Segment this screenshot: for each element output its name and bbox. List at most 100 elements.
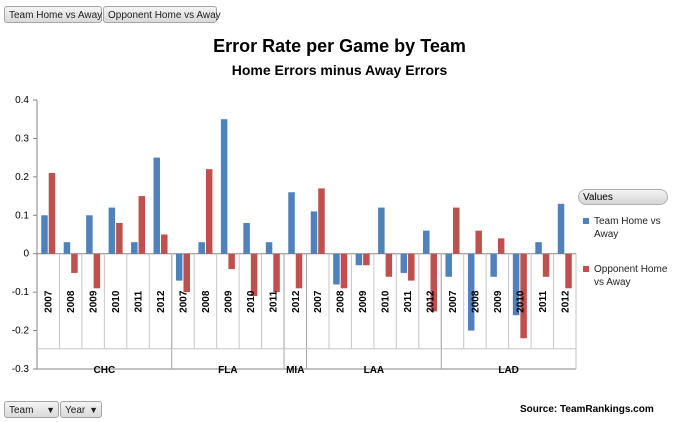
year-field-button[interactable]: Year ▼ (60, 401, 102, 418)
bar-team-home (153, 157, 161, 254)
x-year-label: 2007 (448, 290, 459, 313)
bar-opponent-home (565, 253, 572, 289)
bar-opponent-home (430, 253, 438, 312)
x-year-label: 2008 (201, 290, 212, 313)
bar-opponent-home (250, 253, 258, 296)
bar-team-home (63, 242, 71, 254)
x-year-label: 2008 (470, 290, 481, 313)
bar-opponent-home (497, 238, 505, 254)
bar-team-home (310, 211, 318, 254)
x-group-label: MIA (286, 365, 304, 376)
bar-opponent-home (228, 253, 235, 270)
bar-opponent-home (295, 253, 303, 289)
x-year-label: 2010 (246, 290, 257, 313)
bar-team-home (490, 253, 497, 277)
x-year-label: 2011 (134, 290, 145, 312)
x-year-label: 2011 (268, 290, 279, 312)
team-home-field-label: Team Home vs Away (9, 10, 103, 21)
dropdown-icon[interactable]: ▼ (89, 405, 98, 415)
y-tick-label: 0 (23, 249, 29, 260)
bar-opponent-home (385, 253, 393, 277)
x-year-label: 2012 (560, 290, 571, 313)
team-field-label: Team (9, 405, 34, 416)
bar-team-home (243, 222, 250, 254)
x-year-label: 2012 (426, 290, 437, 313)
bar-opponent-home (205, 169, 213, 254)
bar-team-home (333, 253, 340, 285)
x-year-label: 2007 (313, 290, 324, 313)
bar-opponent-home (408, 253, 415, 281)
opponent-home-field-button[interactable]: Opponent Home vs Away (103, 6, 221, 23)
x-year-label: 2010 (111, 290, 122, 313)
legend-values-button[interactable]: Values (578, 189, 668, 205)
team-field-button[interactable]: Team ▼ (4, 401, 59, 418)
y-tick-label: 0.3 (15, 133, 29, 144)
bar-opponent-home (340, 253, 348, 289)
bar-opponent-home (93, 253, 101, 289)
x-year-label: 2008 (66, 290, 77, 313)
bar-team-home (355, 253, 363, 266)
year-field-label: Year (65, 405, 86, 416)
x-year-label: 2012 (291, 290, 302, 313)
bar-opponent-home (318, 188, 325, 254)
bar-opponent-home (475, 230, 482, 254)
bar-opponent-home (273, 253, 280, 293)
bar-team-home (512, 253, 520, 316)
x-year-label: 2010 (515, 290, 526, 313)
y-tick-label: 0.2 (15, 172, 29, 183)
legend-header-label: Values (583, 192, 613, 203)
bar-team-home (41, 215, 48, 254)
bar-opponent-home (520, 253, 527, 339)
bar-opponent-home (452, 207, 460, 254)
bar-opponent-home (183, 253, 190, 293)
x-year-label: 2009 (358, 290, 369, 313)
bar-team-home (220, 119, 228, 254)
x-year-label: 2009 (493, 290, 504, 313)
filter-dropdown-icon[interactable]: ▼ (46, 405, 55, 415)
x-year-label: 2007 (44, 290, 55, 313)
x-year-label: 2009 (223, 290, 234, 313)
bar-team-home (131, 242, 138, 254)
team-home-field-button[interactable]: Team Home vs Away (4, 6, 102, 23)
y-tick-label: 0.1 (15, 210, 29, 221)
x-group-label: CHC (94, 365, 116, 376)
bar-team-home (378, 207, 385, 254)
source-note: Source: TeamRankings.com (520, 404, 654, 415)
bar-team-home (445, 253, 452, 277)
bar-team-home (108, 207, 116, 254)
bar-opponent-home (116, 222, 123, 254)
x-year-label: 2011 (538, 290, 549, 312)
legend-swatch-opponent (583, 266, 589, 272)
bar-opponent-home (48, 173, 56, 254)
chart-subtitle: Home Errors minus Away Errors (231, 62, 448, 78)
bar-team-home (198, 242, 205, 254)
x-group-label: LAA (364, 365, 385, 376)
x-year-label: 2011 (403, 290, 414, 312)
bar-opponent-home (363, 253, 370, 266)
y-tick-label: -0.2 (12, 326, 30, 337)
x-year-label: 2012 (156, 290, 167, 313)
bar-team-home (265, 242, 273, 254)
x-group-label: LAD (498, 365, 519, 376)
y-tick-label: 0.4 (15, 95, 29, 106)
legend-label-opponent: Opponent Home vs Away (594, 264, 668, 288)
x-year-label: 2007 (178, 290, 189, 313)
chart-title: Error Rate per Game by Team (213, 36, 466, 56)
y-tick-label: -0.1 (12, 287, 30, 298)
x-year-label: 2010 (381, 290, 392, 313)
opponent-home-field-label: Opponent Home vs Away (108, 10, 221, 21)
x-year-label: 2009 (89, 290, 100, 313)
x-group-label: FLA (218, 365, 237, 376)
bar-team-home (175, 253, 183, 281)
bar-team-home (86, 215, 93, 254)
y-tick-label: -0.3 (12, 364, 30, 375)
legend-label-team: Team Home vs Away (594, 216, 661, 240)
bar-opponent-home (138, 196, 146, 254)
bar-team-home (288, 192, 295, 254)
legend-swatch-team (583, 218, 589, 224)
bar-team-home (535, 242, 542, 254)
bar-team-home (400, 253, 408, 273)
bar-team-home (557, 203, 565, 254)
bar-opponent-home (161, 234, 168, 254)
